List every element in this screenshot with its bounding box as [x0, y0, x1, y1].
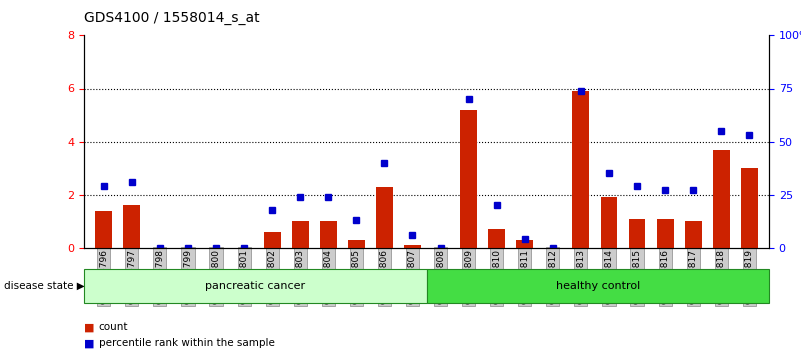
- Bar: [741, 168, 758, 248]
- Text: pancreatic cancer: pancreatic cancer: [205, 281, 305, 291]
- Bar: [657, 218, 674, 248]
- Text: healthy control: healthy control: [556, 281, 640, 291]
- Text: count: count: [99, 322, 128, 332]
- Text: ■: ■: [84, 322, 95, 332]
- Bar: [629, 218, 646, 248]
- Bar: [461, 110, 477, 248]
- Bar: [713, 149, 730, 248]
- Bar: [348, 240, 364, 248]
- Bar: [123, 205, 140, 248]
- Bar: [517, 240, 533, 248]
- Bar: [292, 221, 308, 248]
- Bar: [264, 232, 280, 248]
- Bar: [573, 91, 590, 248]
- Text: GDS4100 / 1558014_s_at: GDS4100 / 1558014_s_at: [84, 11, 260, 25]
- Text: ■: ■: [84, 338, 95, 348]
- Bar: [376, 187, 392, 248]
- Text: percentile rank within the sample: percentile rank within the sample: [99, 338, 275, 348]
- Bar: [489, 229, 505, 248]
- Bar: [685, 221, 702, 248]
- Bar: [95, 211, 112, 248]
- Bar: [404, 245, 421, 248]
- Bar: [320, 221, 336, 248]
- Text: disease state ▶: disease state ▶: [4, 281, 85, 291]
- Bar: [601, 198, 618, 248]
